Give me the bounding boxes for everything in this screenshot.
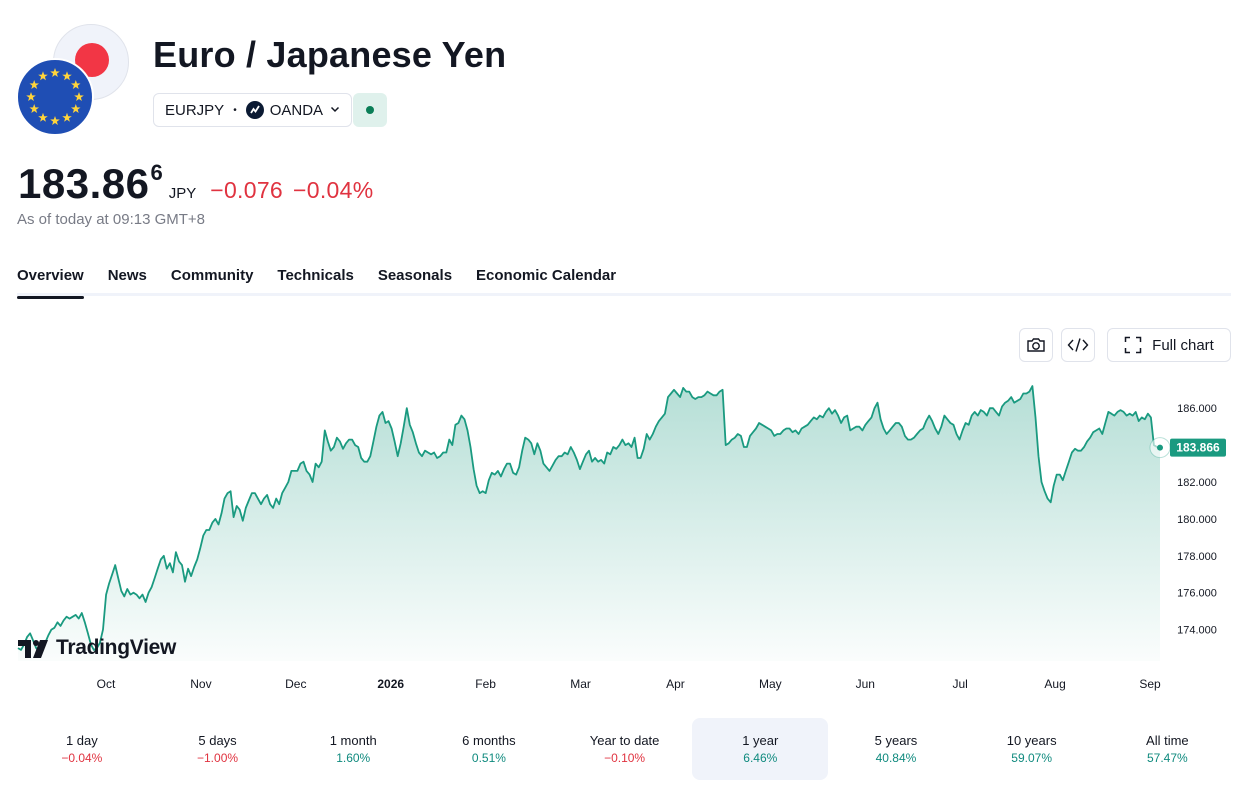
period-label: 1 month xyxy=(329,733,377,748)
period-label: All time xyxy=(1146,733,1189,748)
period-label: 1 year xyxy=(742,733,779,748)
quote-timestamp: As of today at 09:13 GMT+8 xyxy=(17,211,206,228)
exchange-name: OANDA xyxy=(269,101,324,119)
y-axis-tick-label: 186.000 xyxy=(1177,403,1217,415)
price-line xyxy=(17,385,1161,653)
chevron-down-icon xyxy=(329,102,341,119)
period-10-years[interactable]: 10 years 59.07% xyxy=(964,718,1100,780)
x-axis-tick-label: Aug xyxy=(1044,677,1065,691)
last-price-tag xyxy=(1170,438,1226,457)
period-change: 1.60% xyxy=(336,751,371,765)
y-axis-tick-label: 182.000 xyxy=(1177,477,1217,489)
last-price: 183.86 xyxy=(18,160,150,207)
period-change: −1.00% xyxy=(197,751,239,765)
price-change: −0.076 xyxy=(210,177,284,203)
tab-economic-calendar[interactable]: Economic Calendar xyxy=(476,267,617,284)
price-change-percent: −0.04% xyxy=(293,177,374,203)
period-all-time[interactable]: All time 57.47% xyxy=(1100,718,1236,780)
y-axis-tick-label: 176.000 xyxy=(1177,588,1217,600)
price-area-fill xyxy=(18,386,1160,661)
x-axis-tick-label: Jun xyxy=(856,677,875,691)
period-label: 5 days xyxy=(198,733,237,748)
period-1-year[interactable]: 1 year 6.46% xyxy=(692,718,829,780)
eu-star-icon xyxy=(29,80,39,89)
full-chart-label: Full chart xyxy=(1152,336,1214,354)
eu-star-icon xyxy=(71,80,81,89)
period-1-day[interactable]: 1 day −0.04% xyxy=(14,718,150,780)
x-axis-tick-label: Nov xyxy=(190,677,211,691)
eu-star-icon xyxy=(29,104,39,113)
section-tabs: Overview News Community Technicals Seaso… xyxy=(17,266,1231,299)
camera-icon xyxy=(1027,338,1045,352)
x-axis-tick-label: Apr xyxy=(666,677,685,691)
x-axis-tick-label: Oct xyxy=(97,677,116,691)
tradingview-logo: TradingView xyxy=(18,636,176,660)
period-5-years[interactable]: 5 years 40.84% xyxy=(828,718,964,780)
period-change: 57.47% xyxy=(1146,751,1188,765)
tab-technicals[interactable]: Technicals xyxy=(277,267,354,284)
x-axis-tick-label: Mar xyxy=(570,677,591,691)
price-currency: JPY xyxy=(168,185,197,202)
x-axis-tick-label: May xyxy=(759,677,782,691)
period-label: 5 years xyxy=(874,733,918,748)
period-1-month[interactable]: 1 month 1.60% xyxy=(285,718,421,780)
code-embed-icon xyxy=(1067,338,1089,352)
market-open-status-badge[interactable] xyxy=(353,93,387,127)
x-axis-tick-label: Sep xyxy=(1139,677,1161,691)
tradingview-logo-icon xyxy=(18,640,48,658)
eu-star-icon xyxy=(50,116,60,125)
eu-star-icon xyxy=(62,112,72,122)
x-axis-tick-label: Jul xyxy=(953,677,968,691)
embed-code-button[interactable] xyxy=(1061,328,1095,362)
last-price-tag-label: 183.866 xyxy=(1176,441,1220,455)
symbol-ticker: EURJPY xyxy=(165,101,225,119)
period-change: −0.10% xyxy=(604,751,646,765)
y-axis-tick-label: 180.000 xyxy=(1177,514,1217,526)
eu-star-icon xyxy=(71,104,81,113)
y-axis-tick-label: 178.000 xyxy=(1177,551,1217,563)
tab-overview[interactable]: Overview xyxy=(17,266,84,299)
x-axis-tick-label: 2026 xyxy=(377,677,404,691)
eu-star-icon xyxy=(38,71,48,81)
period-change: 0.51% xyxy=(471,751,506,765)
page-title: Euro / Japanese Yen xyxy=(153,34,507,75)
period-change: 59.07% xyxy=(1011,751,1052,765)
eu-star-icon xyxy=(38,112,48,122)
price-row: 183.86 6 JPY −0.076 −0.04% xyxy=(18,160,373,208)
eu-flag-icon xyxy=(16,58,94,136)
period-label: 6 months xyxy=(462,733,516,748)
eu-star-icon xyxy=(62,71,72,81)
performance-periods: 1 day −0.04% 5 days −1.00% 1 month 1.60% 6 mon… xyxy=(14,718,1236,780)
period-5-days[interactable]: 5 days −1.00% xyxy=(150,718,286,780)
last-price-fractional-digit: 6 xyxy=(150,160,163,185)
symbol-separator: • xyxy=(233,104,237,116)
period-label: Year to date xyxy=(589,733,660,748)
last-price-dot xyxy=(1157,444,1163,451)
market-open-dot-icon xyxy=(366,106,374,114)
x-axis-tick-label: Feb xyxy=(475,677,496,691)
tab-community[interactable]: Community xyxy=(170,267,254,284)
eu-star-icon xyxy=(74,92,84,101)
period-change: 6.46% xyxy=(743,751,778,765)
snapshot-button[interactable] xyxy=(1019,328,1053,362)
symbol-exchange-selector[interactable]: EURJPY • OANDA xyxy=(153,93,353,127)
period-change: −0.04% xyxy=(61,751,103,765)
price-chart[interactable]: 186.000184.000182.000180.000178.000176.0… xyxy=(0,360,1242,700)
period-year-to-date[interactable]: Year to date −0.10% xyxy=(557,718,693,780)
eu-star-icon xyxy=(26,92,36,101)
period-change: 40.84% xyxy=(875,751,917,765)
expand-icon xyxy=(1124,336,1142,354)
eu-star-icon xyxy=(50,68,60,77)
period-label: 10 years xyxy=(1006,733,1057,748)
tab-news[interactable]: News xyxy=(107,267,147,284)
tab-seasonals[interactable]: Seasonals xyxy=(377,267,453,284)
period-6-months[interactable]: 6 months 0.51% xyxy=(421,718,557,780)
oanda-logo-icon xyxy=(245,101,264,119)
tradingview-wordmark: TradingView xyxy=(56,636,177,659)
y-axis-tick-label: 174.000 xyxy=(1177,625,1217,637)
full-chart-button[interactable]: Full chart xyxy=(1107,328,1231,362)
currency-pair-flags xyxy=(16,22,131,137)
x-axis-tick-label: Dec xyxy=(285,677,306,691)
period-label: 1 day xyxy=(65,733,98,748)
